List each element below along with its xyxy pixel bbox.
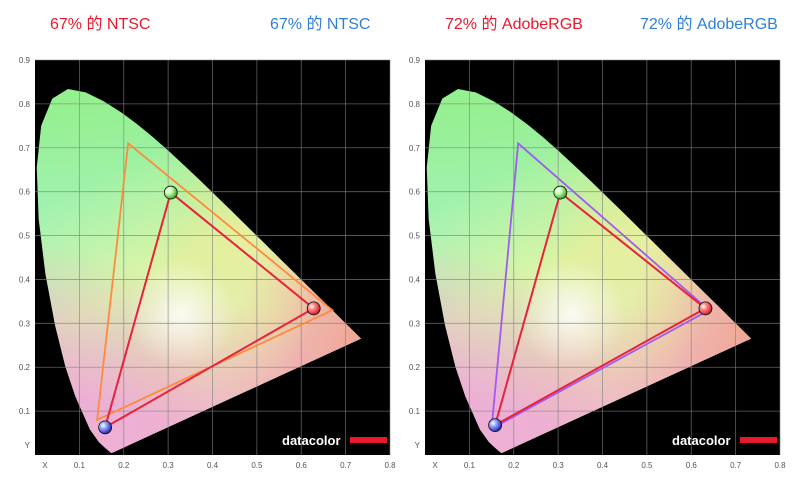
measured-point-red <box>306 301 321 316</box>
right-header-reference: 72% 的 AdobeRGB <box>640 10 778 34</box>
x-tick-label: 0.3 <box>163 461 175 470</box>
y-tick-label: 0.8 <box>409 100 421 109</box>
left-header-reference-text: 67% 的 NTSC <box>270 16 371 33</box>
x-tick-label: 0.1 <box>74 461 86 470</box>
measured-point-red <box>698 301 713 316</box>
y-tick-label: 0.5 <box>19 232 31 241</box>
y-tick-label: 0.1 <box>19 407 31 416</box>
y-tick-label: 0.9 <box>409 56 421 65</box>
chart-panel-1: X 0.1 0.2 0.3 0.4 0.5 0.6 0.7 0.8 Y 0.1 0.2 0.3 0.4 0.… <box>19 56 396 470</box>
x-tick-label: 0.2 <box>508 461 520 470</box>
measured-point-blue <box>98 420 113 435</box>
y-tick-label: 0.4 <box>409 275 421 284</box>
y-tick-label: 0.3 <box>19 319 31 328</box>
datacolor-logo: datacolor <box>672 433 731 448</box>
x-tick-label: X <box>432 461 438 470</box>
measured-gamut-triangle <box>493 190 708 428</box>
y-tick-label: 0.2 <box>19 363 31 372</box>
x-tick-label: X <box>42 461 48 470</box>
x-tick-label: 0.8 <box>384 461 396 470</box>
y-tick-label: 0.1 <box>409 407 421 416</box>
y-tick-label: Y <box>25 441 31 450</box>
y-tick-label: 0.4 <box>19 275 31 284</box>
left-header-measured-text: 67% 的 NTSC <box>50 16 151 33</box>
x-tick-label: 0.1 <box>464 461 476 470</box>
x-tick-label: 0.7 <box>340 461 352 470</box>
y-tick-label: 0.2 <box>409 363 421 372</box>
x-tick-label: 0.2 <box>118 461 130 470</box>
x-tick-label: 0.6 <box>686 461 698 470</box>
x-tick-label: 0.3 <box>553 461 565 470</box>
x-tick-label: 0.7 <box>730 461 742 470</box>
y-tick-label: Y <box>415 441 421 450</box>
reference-gamut-triangle <box>490 141 711 431</box>
x-tick-label: 0.4 <box>207 461 219 470</box>
x-tick-label: 0.5 <box>251 461 263 470</box>
datacolor-logo-bar <box>740 437 777 443</box>
right-header-measured: 72% 的 AdobeRGB <box>445 10 583 34</box>
y-tick-label: 0.7 <box>409 144 421 153</box>
right-header-reference-text: 72% 的 AdobeRGB <box>640 16 778 33</box>
y-tick-label: 0.6 <box>19 188 31 197</box>
measured-gamut-triangle <box>103 190 316 430</box>
y-tick-label: 0.9 <box>19 56 31 65</box>
datacolor-logo: datacolor <box>282 433 341 448</box>
chart-panel-2: X 0.1 0.2 0.3 0.4 0.5 0.6 0.7 0.8 Y 0.1 0.2 0.3 0.4 0.… <box>409 56 786 470</box>
y-tick-label: 0.5 <box>409 232 421 241</box>
measured-point-blue <box>488 418 503 433</box>
y-tick-label: 0.8 <box>19 100 31 109</box>
datacolor-logo-bar <box>350 437 387 443</box>
x-tick-label: 0.4 <box>597 461 609 470</box>
left-header-measured: 67% 的 NTSC <box>50 10 150 34</box>
x-tick-label: 0.5 <box>641 461 653 470</box>
right-header-measured-text: 72% 的 AdobeRGB <box>445 16 583 33</box>
measured-point-green <box>553 185 568 200</box>
y-tick-label: 0.3 <box>409 319 421 328</box>
y-tick-label: 0.6 <box>409 188 421 197</box>
y-tick-label: 0.7 <box>19 144 31 153</box>
left-header-reference: 67% 的 NTSC <box>270 10 370 34</box>
measured-point-green <box>163 185 178 200</box>
x-tick-label: 0.6 <box>296 461 308 470</box>
x-tick-label: 0.8 <box>774 461 786 470</box>
